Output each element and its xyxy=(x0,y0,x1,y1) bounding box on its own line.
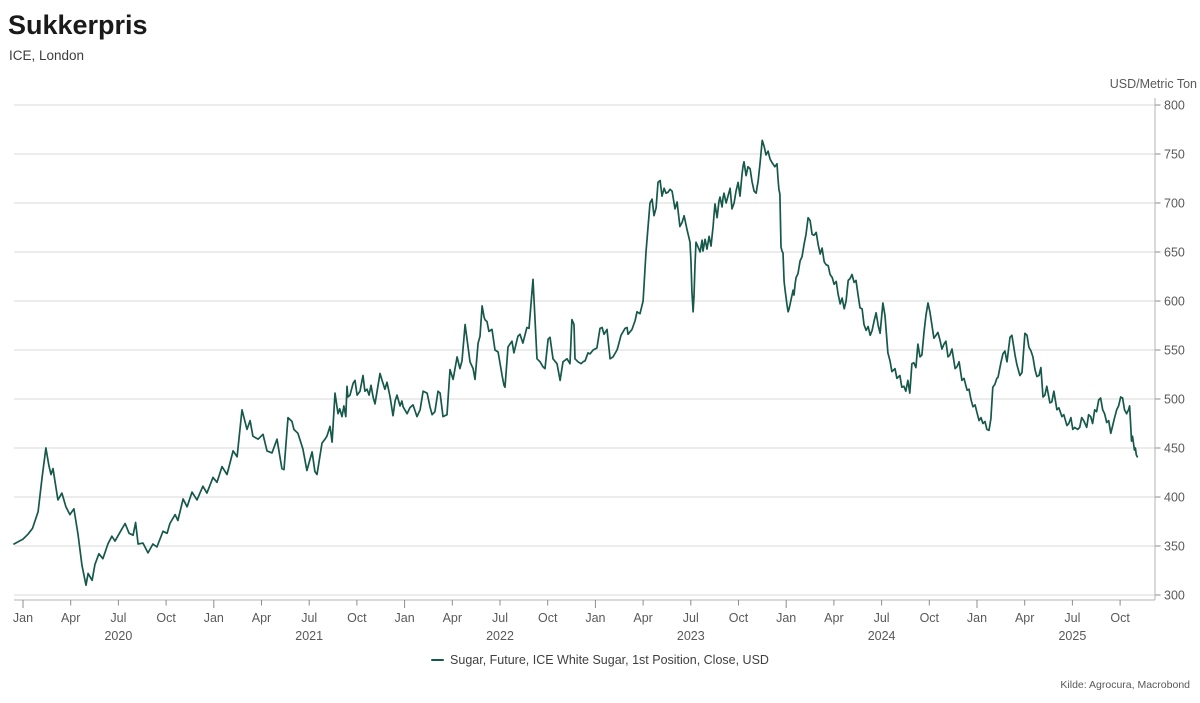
x-tick-label: Apr xyxy=(633,611,652,625)
x-tick-label: Oct xyxy=(156,611,176,625)
y-tick-label: 750 xyxy=(1164,148,1185,162)
x-tick-label: Apr xyxy=(824,611,843,625)
x-tick-label: Jul xyxy=(301,611,317,625)
x-tick-label: Oct xyxy=(538,611,558,625)
x-tick-label: Oct xyxy=(920,611,940,625)
x-tick-label: Oct xyxy=(1110,611,1130,625)
y-axis-unit-label: USD/Metric Ton xyxy=(1109,77,1197,91)
x-tick-label: Oct xyxy=(729,611,749,625)
x-tick-label: Apr xyxy=(1015,611,1034,625)
y-tick-label: 650 xyxy=(1164,246,1185,260)
legend: Sugar, Future, ICE White Sugar, 1st Posi… xyxy=(0,653,1200,667)
x-tick-label: Jan xyxy=(204,611,224,625)
x-year-label: 2024 xyxy=(868,629,896,643)
x-tick-label: Jul xyxy=(1064,611,1080,625)
x-year-label: 2021 xyxy=(295,629,323,643)
x-tick-label: Apr xyxy=(61,611,80,625)
y-tick-label: 600 xyxy=(1164,295,1185,309)
y-tick-label: 800 xyxy=(1164,99,1185,113)
x-tick-label: Apr xyxy=(443,611,462,625)
x-tick-label: Apr xyxy=(252,611,271,625)
x-tick-label: Jul xyxy=(492,611,508,625)
y-tick-label: 400 xyxy=(1164,491,1185,505)
x-tick-label: Jan xyxy=(395,611,415,625)
legend-line-swatch xyxy=(431,658,445,662)
x-tick-label: Jul xyxy=(874,611,890,625)
y-tick-label: 550 xyxy=(1164,344,1185,358)
x-tick-label: Jul xyxy=(110,611,126,625)
x-year-label: 2022 xyxy=(486,629,514,643)
y-tick-label: 300 xyxy=(1164,589,1185,603)
x-tick-label: Jan xyxy=(776,611,796,625)
x-tick-label: Jul xyxy=(683,611,699,625)
y-tick-label: 350 xyxy=(1164,540,1185,554)
x-tick-label: Jan xyxy=(585,611,605,625)
source-credit: Kilde: Agrocura, Macrobond xyxy=(1060,679,1190,691)
x-year-label: 2025 xyxy=(1058,629,1086,643)
y-tick-label: 500 xyxy=(1164,393,1185,407)
page-subtitle: ICE, London xyxy=(9,48,85,63)
x-tick-label: Jan xyxy=(13,611,33,625)
x-tick-label: Jan xyxy=(967,611,987,625)
page-title: Sukkerpris xyxy=(8,10,148,40)
y-tick-label: 700 xyxy=(1164,197,1185,211)
legend-label: Sugar, Future, ICE White Sugar, 1st Posi… xyxy=(450,653,769,667)
price-line-series xyxy=(13,139,1139,587)
x-year-label: 2020 xyxy=(104,629,132,643)
y-tick-label: 450 xyxy=(1164,442,1185,456)
x-tick-label: Oct xyxy=(347,611,367,625)
x-year-label: 2023 xyxy=(677,629,705,643)
